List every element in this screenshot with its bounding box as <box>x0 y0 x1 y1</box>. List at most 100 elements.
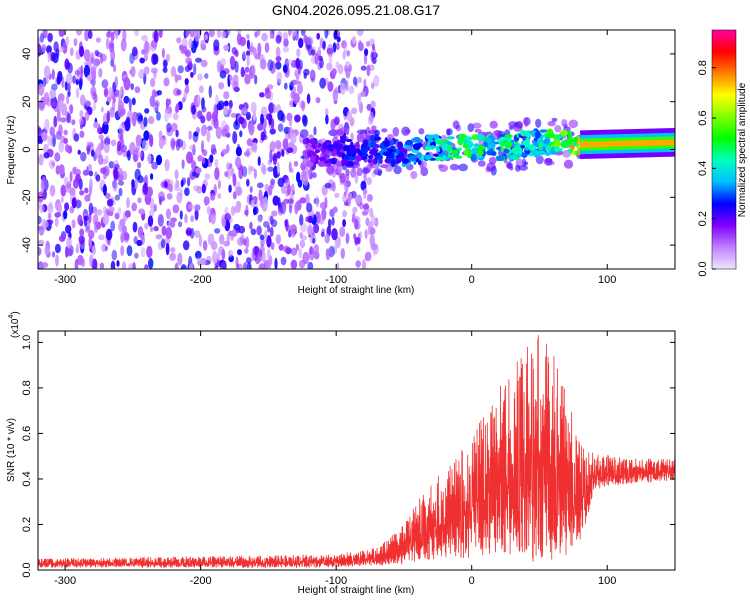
spectrogram-noise-cell <box>184 65 191 73</box>
spectrogram-noise-cell <box>128 98 132 112</box>
spectrogram-noise-cell <box>114 212 120 220</box>
spectrogram-noise-cell <box>210 193 216 201</box>
spectrogram-signal-cell <box>401 158 410 164</box>
spectrogram-noise-cell <box>294 114 301 123</box>
spectrogram-noise-cell <box>336 160 343 168</box>
spectrogram-noise-cell <box>131 97 136 106</box>
spectrogram-noise-cell <box>147 153 152 165</box>
spectrogram-noise-cell <box>117 207 122 215</box>
snr-ytick-label: 0.8 <box>21 380 33 395</box>
spectrogram-noise-cell <box>164 180 168 189</box>
spectrogram-noise-cell <box>63 210 68 220</box>
spectrogram-noise-cell <box>105 37 110 50</box>
spectrogram-signal-cell <box>361 153 369 158</box>
spectrogram-noise-cell <box>232 131 238 144</box>
spectrogram-noise-cell <box>251 142 258 153</box>
spectrogram-signal-cell <box>363 139 368 147</box>
spectrogram-noise-cell <box>200 59 208 68</box>
spectrogram-noise-cell <box>298 37 304 49</box>
spectrogram-signal-cell <box>538 142 543 150</box>
spectrogram-noise-cell <box>190 215 195 223</box>
spectrogram-noise-cell <box>258 54 265 63</box>
spectrogram-noise-cell <box>221 218 227 228</box>
spectrogram-noise-cell <box>139 57 145 64</box>
spectrogram-noise-cell <box>66 248 73 257</box>
spectrogram-noise-cell <box>256 182 264 189</box>
spectrogram-noise-cell <box>206 205 211 215</box>
spectrogram-noise-cell <box>157 214 164 227</box>
spectrogram-noise-cell <box>303 72 307 79</box>
spectrogram-noise-cell <box>156 111 161 121</box>
spectrogram-signal-cell <box>451 149 459 156</box>
spectrogram-noise-cell <box>246 178 250 187</box>
spectrogram-noise-cell <box>185 84 190 94</box>
spectrogram-noise-cell <box>123 95 130 104</box>
spectrogram-noise-cell <box>191 104 197 115</box>
spectrogram-noise-cell <box>216 30 222 39</box>
spectrogram-noise-cell <box>73 38 78 47</box>
spectrogram-noise-cell <box>245 204 249 217</box>
spectrogram-noise-cell <box>69 171 73 183</box>
spectrogram-noise-cell <box>216 60 222 73</box>
spectrogram-noise-cell <box>71 197 77 209</box>
spectrogram-signal-cell <box>416 153 422 158</box>
spectrogram-signal-halo <box>535 118 542 128</box>
spectrogram-signal-cell <box>369 134 375 142</box>
spectrogram-signal-halo <box>474 128 482 133</box>
spectrogram-noise-cell <box>267 225 271 233</box>
spectrogram-noise-cell <box>333 30 338 40</box>
spectrogram-noise-cell <box>119 89 123 96</box>
spectrogram-xlabel: Height of straight line (km) <box>298 285 415 296</box>
spectrogram-noise-cell <box>103 137 111 146</box>
spectrogram-noise-cell <box>165 226 172 240</box>
spectrogram-signal-halo <box>312 172 317 179</box>
spectrogram-noise-cell <box>220 58 226 66</box>
spectrogram-noise-cell <box>149 134 154 148</box>
spectrogram-signal-cell <box>499 141 507 147</box>
spectrogram-signal-halo <box>299 129 309 139</box>
spectrogram-noise-cell <box>264 259 272 269</box>
spectrogram-noise-cell <box>165 242 170 256</box>
spectrogram-noise-cell <box>307 224 314 236</box>
spectrogram-noise-cell <box>197 155 203 162</box>
spectrogram-noise-cell <box>231 47 237 55</box>
spectrogram-signal-cell <box>539 129 549 133</box>
spectrogram-noise-cell <box>344 181 348 192</box>
spectrogram-ytick-label: 20 <box>21 96 33 108</box>
snr-ytick-label: 0.2 <box>21 517 33 532</box>
spectrogram-signal-cell <box>521 153 528 158</box>
spectrogram-noise-cell <box>126 197 130 209</box>
spectrogram-signal-halo <box>364 134 371 140</box>
spectrogram-noise-cell <box>287 59 293 65</box>
colorbar-tick-label: 0.6 <box>697 110 709 125</box>
spectrogram-noise-cell <box>300 235 308 241</box>
spectrogram-noise-cell <box>129 69 134 75</box>
spectrogram-noise-cell <box>302 115 308 127</box>
spectrogram-noise-cell <box>112 166 119 178</box>
spectrogram-signal-cell <box>450 155 454 161</box>
spectrogram-noise-cell <box>163 59 168 69</box>
spectrogram-signal-halo <box>477 160 486 167</box>
spectrogram-noise-cell <box>176 89 182 96</box>
spectrogram-noise-cell <box>57 93 65 103</box>
snr-ytick-label: 0.6 <box>21 426 33 441</box>
spectrogram-noise-cell <box>47 51 51 63</box>
spectrogram-noise-cell <box>87 30 93 40</box>
spectrogram-noise-cell <box>352 36 357 45</box>
spectrogram-noise-cell <box>77 149 81 155</box>
spectrogram-noise-cell <box>204 173 211 180</box>
spectrogram-noise-cell <box>80 94 86 106</box>
spectrogram-noise-cell <box>294 202 299 215</box>
spectrogram-noise-cell <box>158 30 163 38</box>
spectrogram-noise-cell <box>164 110 170 123</box>
spectrogram-noise-cell <box>336 262 340 269</box>
spectrogram-signal-halo <box>374 129 381 137</box>
colorbar: 0.0 0.2 0.4 0.6 0.8 Normalized spectral ampl… <box>697 29 748 277</box>
spectrogram-noise-cell <box>219 260 227 269</box>
spectrogram-signal-cell <box>399 152 405 161</box>
spectrogram-noise-cell <box>53 115 58 128</box>
spectrogram-noise-cell <box>258 263 266 269</box>
spectrogram-noise-cell <box>188 203 193 209</box>
spectrogram-noise-cell <box>180 264 187 269</box>
